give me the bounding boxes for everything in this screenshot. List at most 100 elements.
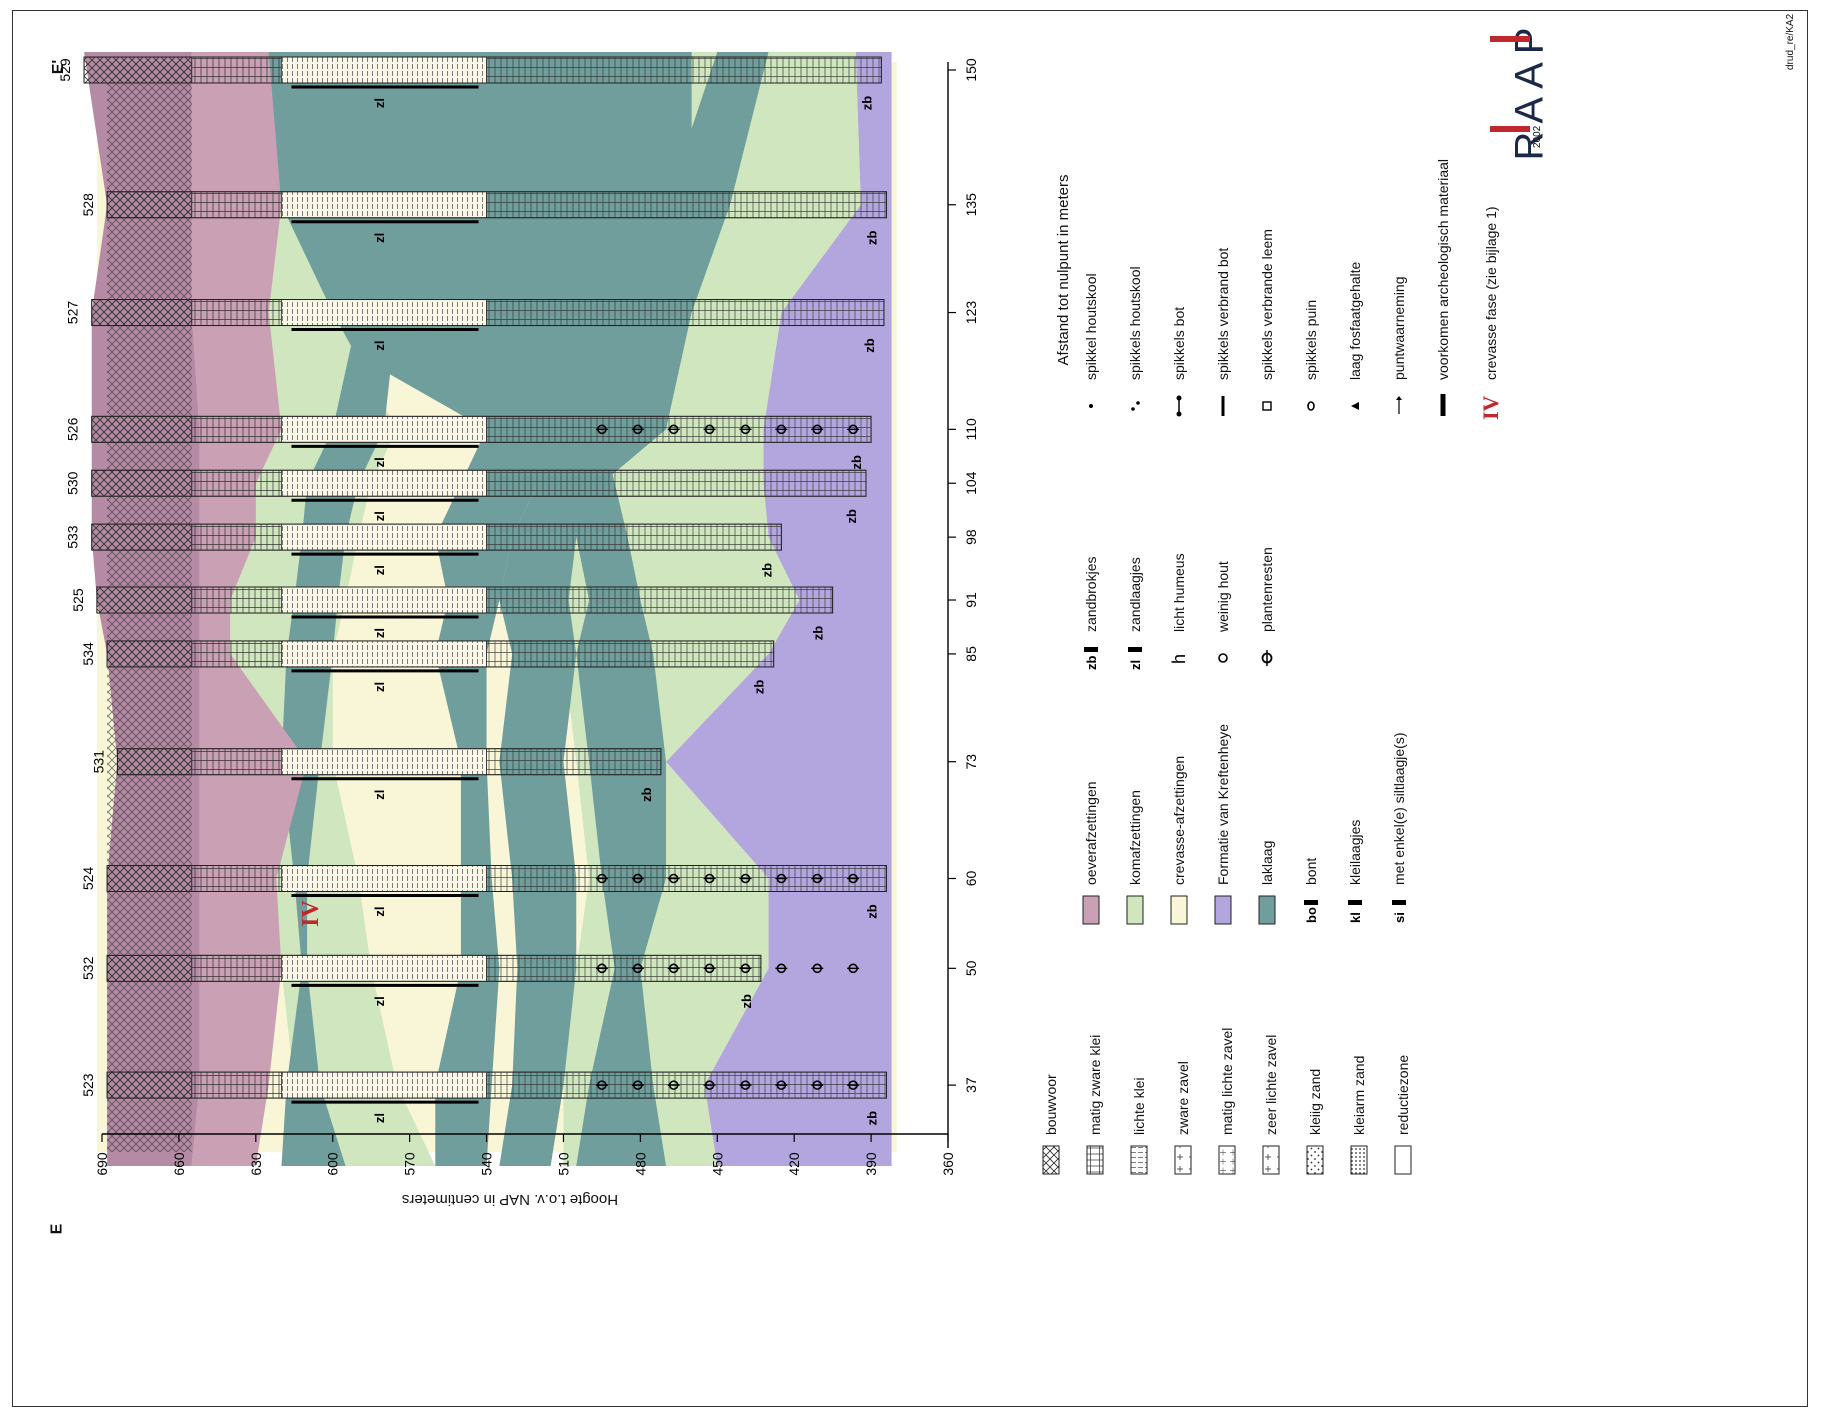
x-tick-label: 104: [963, 471, 979, 495]
legend-label: weinig hout: [1215, 561, 1231, 632]
borehole-id-label: 534: [80, 642, 96, 666]
legend-label: zeer lichte zavel: [1263, 1034, 1279, 1135]
borehole-534: 534 zl zb: [80, 640, 775, 694]
legend-deposit-item: bo bont: [1302, 858, 1320, 925]
zl-code: zl: [372, 98, 387, 108]
legend-label: spikkels bot: [1171, 306, 1187, 380]
phase-label: IV: [297, 900, 324, 927]
legend-deposit-item: Formatie van Kreftenheye: [1214, 724, 1232, 925]
raap-logo-year: 2002: [1532, 125, 1543, 148]
legend-inclusion-item: spikkels puin: [1302, 300, 1320, 420]
legend-label: spikkel houtskool: [1083, 273, 1099, 380]
legend-label: laag fosfaatgehalte: [1347, 261, 1363, 380]
borehole-529: 529 zl zb: [57, 56, 882, 110]
legend-label: plantenresten: [1259, 547, 1275, 632]
legend-structure-item: plantenresten: [1258, 547, 1276, 672]
legend-label: reductiezone: [1395, 1054, 1411, 1135]
borehole-524: 524 zl zb: [80, 865, 887, 919]
zl-code: zl: [372, 233, 387, 243]
legend-lithology-item: matig zware klei: [1086, 1035, 1104, 1175]
legend-label: laklaag: [1259, 840, 1275, 885]
x-axis-title: Afstand tot nulpunt in meters: [1055, 174, 1072, 366]
legend-deposit-item: laklaag: [1258, 841, 1276, 925]
legend-structure-item: weinig hout: [1214, 561, 1232, 672]
legend-label: kleiarm zand: [1351, 1055, 1367, 1135]
section-end-label: E': [50, 59, 68, 75]
borehole-id-label: 532: [80, 956, 96, 980]
svg-text:h: h: [1170, 654, 1188, 664]
legend-label: kleilaagjes: [1347, 819, 1363, 885]
zl-code: zl: [372, 628, 387, 638]
zb-code: zb: [864, 230, 879, 245]
x-tick-label: 135: [963, 193, 979, 217]
zl-code: zl: [372, 340, 387, 350]
borehole-id-label: 533: [65, 525, 81, 549]
legend-label: zandlaagjes: [1127, 557, 1143, 632]
x-tick-label: 150: [963, 58, 979, 82]
legend-structure-item: zl zandlaagjes: [1126, 557, 1144, 672]
zl-code: zl: [372, 565, 387, 575]
borehole-id-label: 531: [90, 750, 106, 774]
borehole-531: 531 zl zb: [90, 748, 662, 802]
legend-label: lichte klei: [1131, 1077, 1147, 1135]
borehole-id-label: 526: [65, 417, 81, 441]
legend-label: komafzettingen: [1127, 790, 1143, 885]
x-tick-label: 50: [963, 960, 979, 976]
zb-code: zb: [639, 787, 654, 802]
legend-lithology-item: bouwvoor: [1042, 1074, 1060, 1175]
legend-lithology-item: zware zavel: [1174, 1061, 1192, 1175]
borehole-532: 532 zl zb: [80, 954, 762, 1009]
legend-label: spikkels verbrand bot: [1215, 247, 1231, 380]
legend-label: matig lichte zavel: [1219, 1027, 1235, 1135]
legend-inclusion-item: voorkomen archeologisch materiaal: [1434, 159, 1452, 420]
legend-label: spikkels houtskool: [1127, 266, 1143, 380]
legend-label: oeverafzettingen: [1083, 781, 1099, 885]
y-tick-label: 570: [402, 1152, 418, 1176]
zl-code: zl: [372, 511, 387, 521]
legend-label: kleiig zand: [1307, 1068, 1323, 1135]
legend-label: puntwaarneming: [1391, 276, 1407, 380]
zb-code: zb: [759, 563, 774, 578]
legend-label: licht humeus: [1171, 553, 1187, 632]
legend-inclusion-item: spikkels bot: [1170, 307, 1188, 420]
borehole-533: 533 zl zb: [65, 523, 782, 578]
legend-inclusion-item: puntwaarneming: [1390, 276, 1408, 420]
raap-logo: RAAP 2002: [1490, 18, 1580, 161]
legend-lithology-item: zeer lichte zavel: [1262, 1035, 1280, 1175]
legend-lithology-item: reductiezone: [1394, 1055, 1412, 1175]
legend-label: spikkels verbrande leem: [1259, 229, 1275, 380]
x-tick-label: 85: [963, 646, 979, 662]
legend-phase-item: IV crevasse fase (zie bijlage 1): [1478, 206, 1504, 420]
legend-deposit-item: si met enkel(e) siltlaagje(s): [1390, 733, 1408, 926]
y-tick-label: 690: [94, 1152, 110, 1176]
y-tick-label: 360: [940, 1152, 956, 1176]
borehole-id-label: 527: [65, 301, 81, 325]
legend-label: met enkel(e) siltlaagje(s): [1391, 732, 1407, 886]
y-tick-label: 600: [325, 1152, 341, 1176]
x-tick-label: 98: [963, 529, 979, 545]
svg-text:kl: kl: [1348, 912, 1363, 923]
legend-lithology-item: lichte klei: [1130, 1077, 1148, 1175]
drawing-code: drud_re/KA2: [1785, 13, 1796, 70]
legend-label: Formatie van Kreftenheye: [1215, 723, 1231, 885]
legend-phase-symbol: IV: [1478, 395, 1503, 420]
raap-logo-bracket-icon: [1490, 126, 1530, 132]
legend-label: spikkels puin: [1303, 299, 1319, 380]
zb-code: zb: [811, 626, 826, 641]
legend-label: bouwvoor: [1043, 1074, 1059, 1135]
zl-code: zl: [372, 457, 387, 467]
y-tick-label: 540: [479, 1152, 495, 1176]
borehole-530: 530 zl zb: [65, 469, 867, 523]
raap-logo-bracket-icon: [1490, 36, 1530, 42]
legend-lithology-item: matig lichte zavel: [1218, 1028, 1236, 1175]
x-tick-label: 110: [963, 418, 979, 441]
legend-inclusion-item: laag fosfaatgehalte: [1346, 262, 1364, 420]
legend-deposit-item: kl kleilaagjes: [1346, 820, 1364, 925]
zb-code: zb: [849, 455, 864, 470]
x-tick-label: 91: [963, 592, 979, 608]
borehole-id-label: 529: [57, 58, 73, 82]
x-tick-label: 123: [963, 301, 979, 325]
y-tick-label: 630: [248, 1152, 264, 1176]
borehole-id-label: 524: [80, 867, 96, 891]
